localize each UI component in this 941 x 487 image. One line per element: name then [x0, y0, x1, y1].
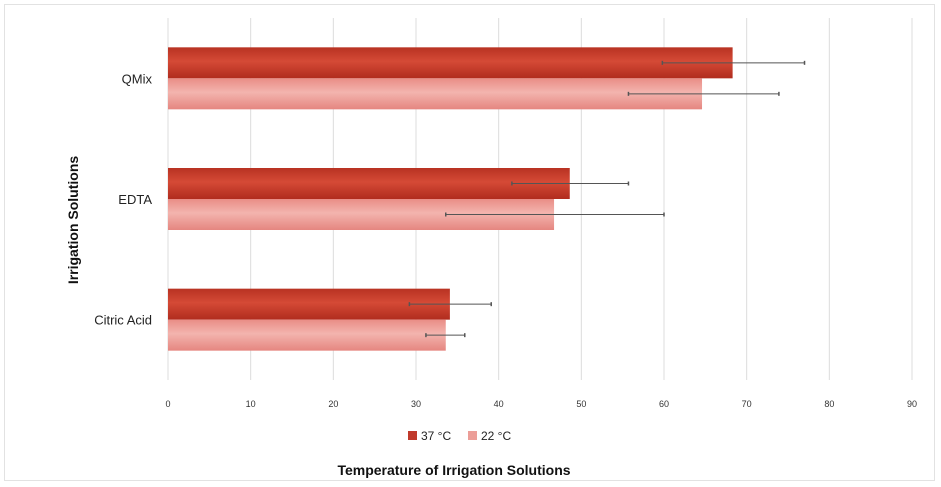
x-tick-label: 20: [328, 399, 338, 409]
x-tick-label: 70: [742, 399, 752, 409]
bar-edta-37c: [168, 168, 570, 199]
legend-swatch-37: [408, 431, 417, 440]
legend-label-37: 37 °C: [421, 429, 451, 443]
chart-frame: [4, 4, 935, 481]
bar-citric-acid-22c: [168, 319, 446, 351]
legend: 37 °C 22 °C: [408, 429, 511, 443]
x-tick-label: 50: [576, 399, 586, 409]
x-tick-label: 90: [907, 399, 917, 409]
category-label: QMix: [122, 71, 153, 86]
x-tick-label: 0: [165, 399, 170, 409]
bars: [168, 47, 733, 351]
x-tick-label: 60: [659, 399, 669, 409]
x-tick-label: 80: [824, 399, 834, 409]
x-tick-label: 30: [411, 399, 421, 409]
y-axis-title: Irrigation Solutions: [65, 156, 81, 285]
bar-citric-acid-37c: [168, 288, 450, 320]
x-axis-title: Temperature of Irrigation Solutions: [337, 462, 570, 478]
x-tick-label: 10: [246, 399, 256, 409]
error-bars: [408, 60, 806, 338]
bar-qmix-37c: [168, 47, 733, 79]
category-label: Citric Acid: [94, 313, 152, 328]
x-tick-label: 40: [494, 399, 504, 409]
bar-qmix-22c: [168, 78, 703, 110]
legend-label-22: 22 °C: [481, 429, 511, 443]
legend-swatch-22: [468, 431, 477, 440]
labels: 0 10 20 30 40 50 60 70 80 90 QMix EDTA Citric Acid: [94, 71, 917, 409]
category-label: EDTA: [118, 192, 152, 207]
